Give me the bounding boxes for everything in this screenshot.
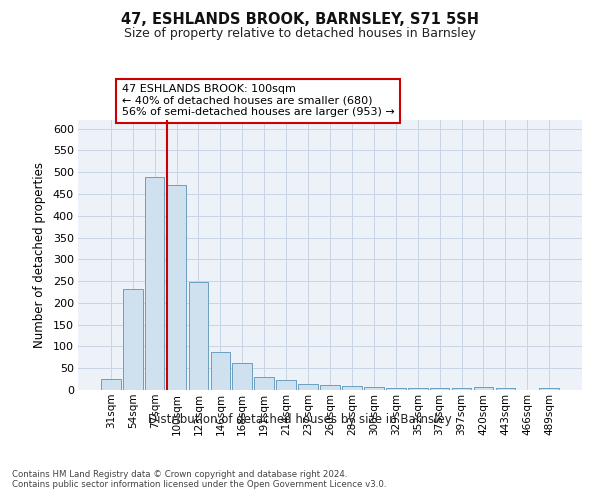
Y-axis label: Number of detached properties: Number of detached properties [33, 162, 46, 348]
Bar [473, 387, 493, 390]
Bar [188, 282, 208, 390]
Bar [452, 388, 472, 390]
Bar [320, 385, 340, 390]
Bar [145, 176, 164, 390]
Text: 47 ESHLANDS BROOK: 100sqm
← 40% of detached houses are smaller (680)
56% of semi: 47 ESHLANDS BROOK: 100sqm ← 40% of detac… [122, 84, 394, 117]
Bar [167, 186, 187, 390]
Bar [276, 380, 296, 390]
Bar [232, 362, 252, 390]
Bar [408, 388, 428, 390]
Text: 47, ESHLANDS BROOK, BARNSLEY, S71 5SH: 47, ESHLANDS BROOK, BARNSLEY, S71 5SH [121, 12, 479, 28]
Bar [539, 388, 559, 390]
Bar [298, 384, 318, 390]
Bar [364, 386, 384, 390]
Bar [386, 388, 406, 390]
Bar [496, 388, 515, 390]
Bar [342, 386, 362, 390]
Text: Distribution of detached houses by size in Barnsley: Distribution of detached houses by size … [148, 412, 452, 426]
Bar [123, 289, 143, 390]
Text: Contains HM Land Registry data © Crown copyright and database right 2024.
Contai: Contains HM Land Registry data © Crown c… [12, 470, 386, 490]
Bar [254, 377, 274, 390]
Bar [430, 388, 449, 390]
Bar [101, 379, 121, 390]
Bar [211, 352, 230, 390]
Text: Size of property relative to detached houses in Barnsley: Size of property relative to detached ho… [124, 28, 476, 40]
